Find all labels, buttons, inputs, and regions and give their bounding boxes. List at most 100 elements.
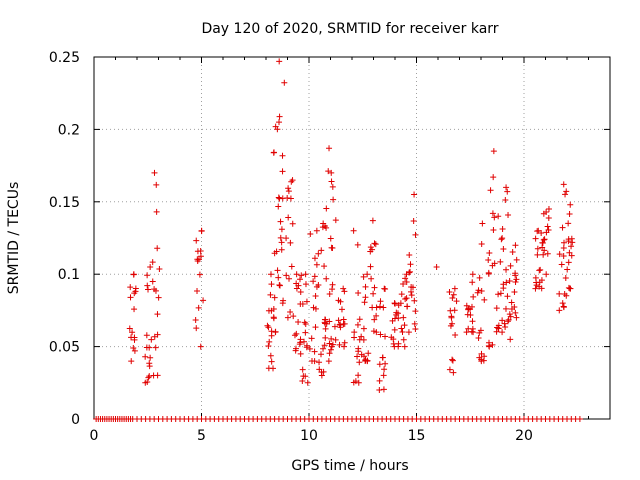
data-point bbox=[400, 314, 407, 321]
data-point bbox=[500, 246, 507, 253]
data-point bbox=[400, 281, 407, 288]
data-point bbox=[297, 288, 304, 295]
data-point bbox=[130, 344, 137, 351]
data-point bbox=[326, 290, 333, 297]
data-point bbox=[452, 332, 459, 339]
data-point bbox=[274, 267, 281, 274]
x-axis: 0 5 10 15 20 bbox=[90, 57, 589, 444]
data-point bbox=[502, 324, 509, 331]
data-point bbox=[194, 256, 201, 263]
data-point bbox=[354, 321, 361, 328]
data-point bbox=[195, 304, 202, 311]
data-point bbox=[403, 295, 410, 302]
data-point bbox=[489, 210, 496, 217]
data-point bbox=[151, 286, 158, 293]
data-point bbox=[513, 314, 520, 321]
data-point bbox=[380, 372, 387, 379]
data-point bbox=[310, 278, 317, 285]
data-point bbox=[281, 79, 288, 86]
data-point bbox=[376, 303, 383, 310]
data-point bbox=[285, 188, 292, 195]
data-point bbox=[128, 358, 135, 365]
data-point bbox=[329, 183, 336, 190]
data-point bbox=[279, 152, 286, 159]
data-point bbox=[543, 209, 550, 216]
data-point bbox=[403, 278, 410, 285]
data-point bbox=[298, 272, 305, 279]
x-axis-label: GPS time / hours bbox=[291, 458, 408, 474]
data-point bbox=[449, 294, 456, 301]
data-point bbox=[566, 285, 573, 292]
data-point bbox=[300, 373, 307, 380]
data-point bbox=[268, 281, 275, 288]
data-point bbox=[499, 317, 506, 324]
data-point bbox=[490, 227, 497, 234]
data-point bbox=[335, 317, 342, 324]
data-point bbox=[272, 328, 279, 335]
data-point bbox=[149, 259, 156, 266]
data-point bbox=[322, 316, 329, 323]
data-point bbox=[534, 251, 541, 258]
data-point bbox=[376, 377, 383, 384]
data-point bbox=[388, 334, 395, 341]
data-point bbox=[285, 214, 292, 221]
data-point bbox=[493, 305, 500, 312]
data-point bbox=[480, 357, 487, 364]
data-point bbox=[283, 272, 290, 279]
data-point bbox=[534, 228, 541, 235]
data-point bbox=[382, 285, 389, 292]
data-point bbox=[130, 271, 137, 278]
data-point bbox=[156, 266, 163, 273]
data-point bbox=[362, 294, 369, 301]
data-point bbox=[276, 119, 283, 126]
data-point bbox=[144, 272, 151, 279]
data-point bbox=[560, 245, 567, 252]
x-tick-label: 15 bbox=[408, 428, 426, 444]
data-point bbox=[543, 271, 550, 278]
data-point bbox=[537, 266, 544, 273]
data-point bbox=[311, 273, 318, 280]
data-point bbox=[358, 351, 365, 358]
data-point bbox=[362, 357, 369, 364]
data-point bbox=[126, 325, 133, 332]
data-point bbox=[367, 244, 374, 251]
data-point bbox=[355, 345, 362, 352]
data-point bbox=[398, 325, 405, 332]
data-point bbox=[541, 247, 548, 254]
data-point bbox=[507, 313, 514, 320]
data-point bbox=[196, 271, 203, 278]
data-point bbox=[539, 239, 546, 246]
data-point bbox=[476, 274, 483, 281]
data-point bbox=[376, 361, 383, 368]
data-point bbox=[154, 245, 161, 252]
data-point bbox=[276, 58, 283, 65]
data-point bbox=[398, 291, 405, 298]
data-point bbox=[143, 332, 150, 339]
data-point bbox=[303, 344, 310, 351]
data-point bbox=[275, 203, 282, 210]
data-point bbox=[509, 248, 516, 255]
data-point bbox=[474, 289, 481, 296]
data-point bbox=[499, 226, 506, 233]
data-point bbox=[306, 345, 313, 352]
data-point bbox=[401, 343, 408, 350]
y-tick-label: 0 bbox=[71, 412, 80, 428]
data-point bbox=[565, 259, 572, 266]
data-point bbox=[371, 284, 378, 291]
data-point bbox=[448, 313, 455, 320]
data-point bbox=[489, 341, 496, 348]
data-point bbox=[326, 350, 333, 357]
data-point bbox=[323, 275, 330, 282]
data-point bbox=[303, 298, 310, 305]
data-point bbox=[446, 366, 453, 373]
data-point bbox=[540, 236, 547, 243]
grid bbox=[94, 57, 610, 419]
data-point bbox=[504, 318, 511, 325]
data-point bbox=[380, 304, 387, 311]
data-point bbox=[276, 282, 283, 289]
data-point bbox=[370, 328, 377, 335]
data-point bbox=[329, 244, 336, 251]
data-point bbox=[365, 350, 372, 357]
data-point bbox=[370, 290, 377, 297]
